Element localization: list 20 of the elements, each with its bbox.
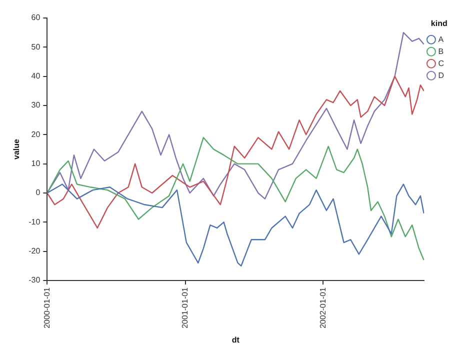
legend-title: kind: [430, 19, 448, 28]
legend-label: D: [438, 70, 444, 80]
y-tick-label: -30: [28, 276, 41, 285]
legend-label: A: [438, 34, 444, 44]
x-tick-label: 2002-01-01: [318, 286, 328, 328]
y-tick-label: 30: [31, 100, 41, 110]
y-tick-label: 40: [31, 72, 41, 81]
y-tick-label: -20: [28, 246, 41, 256]
legend-label: C: [438, 58, 444, 68]
y-tick-label: 60: [31, 13, 41, 22]
y-tick-label: -10: [28, 217, 41, 226]
y-axis-title: value: [12, 138, 22, 160]
x-axis-title: dt: [232, 335, 240, 344]
x-tick-label: 2000-01-01: [42, 286, 52, 328]
y-tick-label: 0: [36, 188, 41, 198]
y-tick-label: 20: [31, 130, 41, 139]
x-tick-label: 2001-01-01: [180, 286, 190, 328]
y-tick-label: 50: [31, 42, 41, 52]
legend-label: B: [438, 46, 444, 56]
y-tick-label: 10: [31, 159, 41, 168]
